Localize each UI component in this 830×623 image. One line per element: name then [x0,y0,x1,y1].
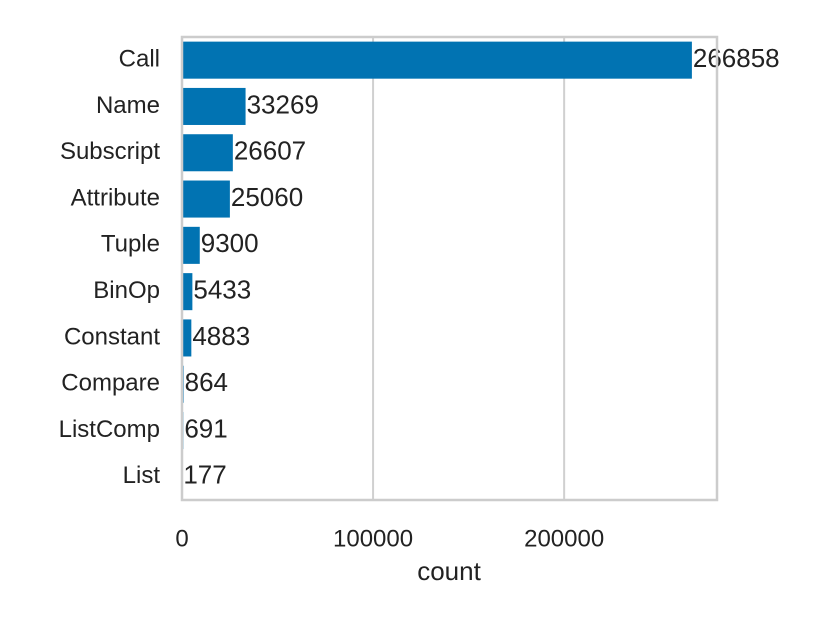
bar [182,41,692,79]
y-tick-label: Compare [61,370,160,397]
data-label: 9300 [201,228,259,258]
x-axis-label: count [417,556,481,586]
bar [182,319,192,357]
y-tick-label: Tuple [101,231,160,258]
y-tick-label: Name [96,92,160,119]
data-label: 4883 [192,321,250,351]
y-tick-label: Subscript [60,138,160,165]
data-label: 26607 [234,136,306,166]
x-tick-label: 200000 [524,525,604,552]
data-label: 5433 [193,275,251,305]
x-tick-label: 0 [175,525,188,552]
data-label: 266858 [693,43,780,73]
bar [182,134,233,172]
data-label: 691 [184,413,227,443]
bar [182,226,200,264]
y-tick-label: List [123,462,161,489]
y-tick-label: Constant [64,323,160,350]
x-tick-label: 100000 [333,525,413,552]
data-label: 177 [183,460,226,490]
plot-frame [180,35,719,502]
y-tick-label: Attribute [71,184,160,211]
data-label: 864 [185,367,228,397]
y-tick-label: Call [119,45,160,72]
data-label: 33269 [247,89,319,119]
y-tick-label: BinOp [93,277,160,304]
y-tick-label: ListComp [59,416,160,443]
bar [182,87,246,125]
bar [182,273,193,311]
bar [182,180,230,218]
data-label: 25060 [231,182,303,212]
